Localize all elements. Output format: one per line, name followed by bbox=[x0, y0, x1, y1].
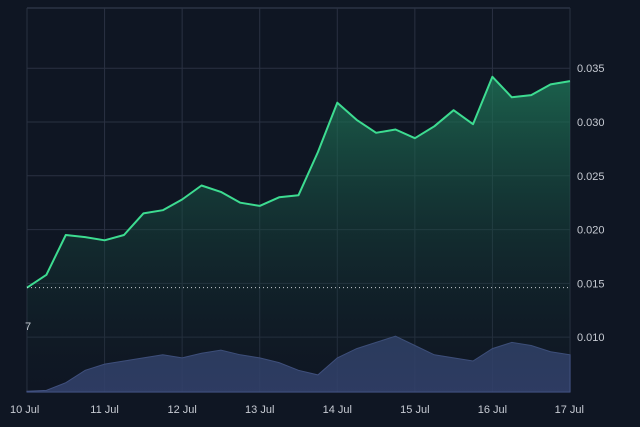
x-tick-label: 13 Jul bbox=[245, 404, 274, 416]
x-axis: 10 Jul 11 Jul 12 Jul 13 Jul 14 Jul 15 Jul 16 J… bbox=[10, 404, 584, 416]
y-tick-label: 0.030 bbox=[577, 117, 605, 129]
x-tick-label: 12 Jul bbox=[167, 404, 196, 416]
y-axis: 0.010 0.015 0.020 0.025 0.030 0.035 bbox=[577, 63, 605, 344]
y-tick-label: 0.020 bbox=[577, 225, 605, 237]
volume-axis-marker: 7 bbox=[25, 321, 31, 333]
y-tick-label: 0.025 bbox=[577, 171, 605, 183]
price-series bbox=[26, 75, 571, 393]
x-tick-label: 10 Jul bbox=[10, 404, 39, 416]
price-line bbox=[26, 75, 571, 289]
price-area bbox=[27, 76, 570, 393]
x-tick-label: 15 Jul bbox=[400, 404, 429, 416]
x-tick-label: 11 Jul bbox=[90, 404, 119, 416]
y-tick-label: 0.015 bbox=[577, 278, 605, 290]
y-tick-label: 0.035 bbox=[577, 63, 605, 75]
x-tick-label: 17 Jul bbox=[555, 404, 584, 416]
y-tick-label: 0.010 bbox=[577, 332, 605, 344]
x-tick-label: 14 Jul bbox=[323, 404, 352, 416]
x-tick-label: 16 Jul bbox=[478, 404, 507, 416]
